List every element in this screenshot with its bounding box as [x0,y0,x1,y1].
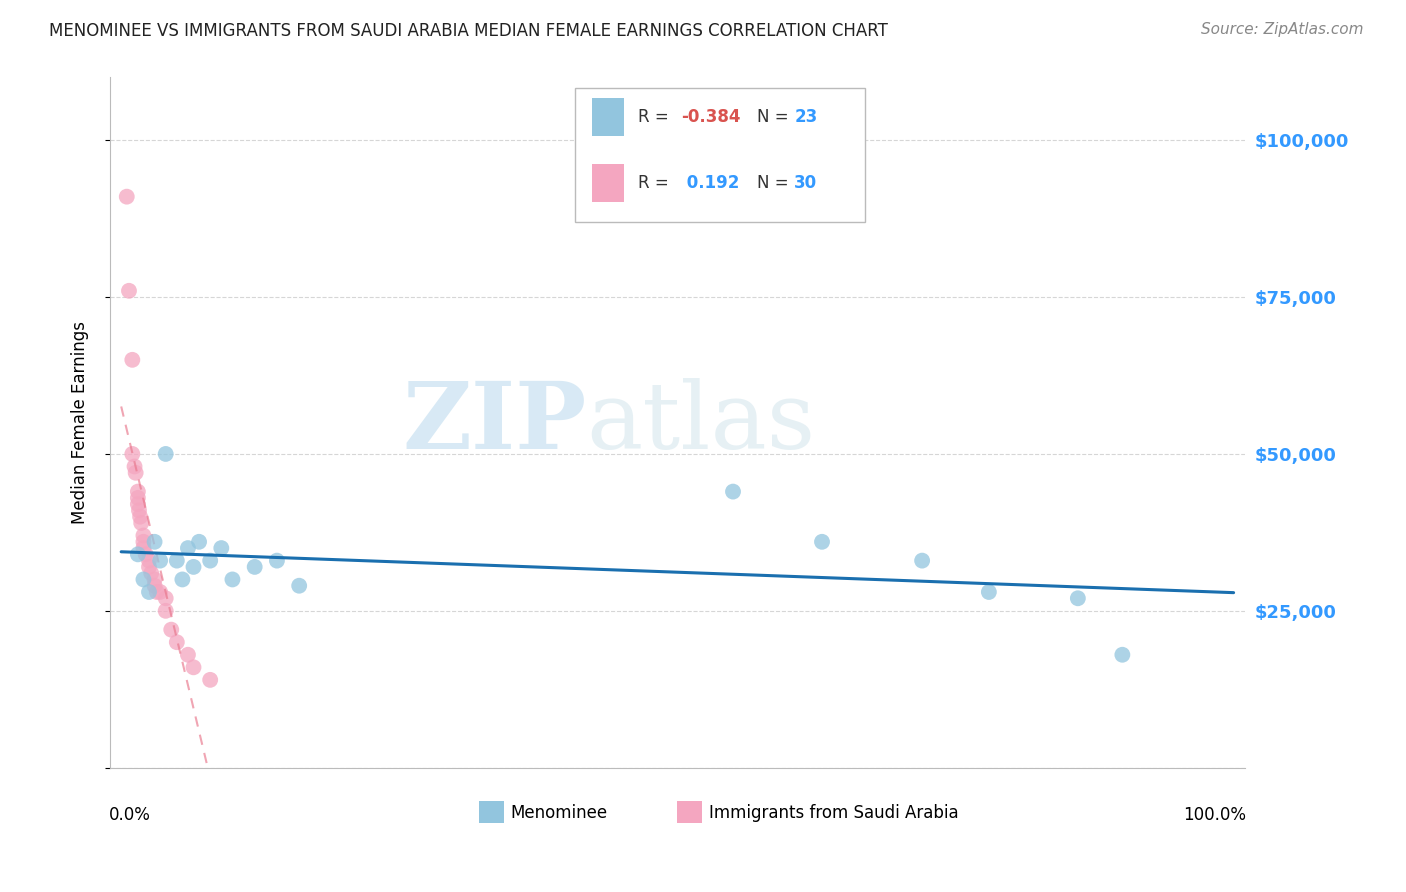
Point [115,189,138,203]
Point [155,447,177,461]
Text: 23: 23 [794,108,817,126]
FancyBboxPatch shape [592,164,624,202]
Point [121,352,143,367]
Text: Immigrants from Saudi Arabia: Immigrants from Saudi Arabia [709,804,959,822]
Point [172,573,194,587]
Point [198,673,221,687]
Point [160,623,183,637]
Point [121,447,143,461]
Text: 100.0%: 100.0% [1182,805,1246,823]
Point [124,459,146,474]
Point [129,516,152,530]
Text: 0.0%: 0.0% [108,805,150,823]
Text: N =: N = [756,108,794,126]
Point [143,573,166,587]
Point [132,541,155,555]
Point [177,541,200,555]
FancyBboxPatch shape [575,87,865,222]
Point [183,660,205,674]
Point [149,554,172,568]
FancyBboxPatch shape [592,98,624,136]
Point [138,554,160,568]
Point [198,554,221,568]
Text: 30: 30 [794,174,817,192]
Point [149,585,172,599]
Point [811,534,834,549]
Point [166,635,188,649]
Text: Menominee: Menominee [510,804,607,822]
Point [127,491,149,505]
Point [155,591,177,606]
FancyBboxPatch shape [479,801,503,823]
Point [977,585,1000,599]
Point [127,497,149,511]
Point [143,534,166,549]
Point [143,579,166,593]
Point [721,484,744,499]
Text: atlas: atlas [586,377,815,467]
Point [266,554,288,568]
Point [166,554,188,568]
Point [155,604,177,618]
Point [141,566,163,581]
Point [127,547,149,561]
Point [188,534,211,549]
Point [127,484,149,499]
Text: 0.192: 0.192 [681,174,740,192]
Point [288,579,311,593]
Text: MENOMINEE VS IMMIGRANTS FROM SAUDI ARABIA MEDIAN FEMALE EARNINGS CORRELATION CHA: MENOMINEE VS IMMIGRANTS FROM SAUDI ARABI… [49,22,889,40]
Point [221,573,243,587]
Point [132,528,155,542]
Point [177,648,200,662]
Point [138,585,160,599]
Point [118,284,141,298]
Point [128,503,150,517]
Text: Source: ZipAtlas.com: Source: ZipAtlas.com [1201,22,1364,37]
Point [129,509,152,524]
Point [138,560,160,574]
FancyBboxPatch shape [678,801,703,823]
Point [132,534,155,549]
Text: R =: R = [638,174,673,192]
Point [911,554,934,568]
Point [209,541,232,555]
Point [243,560,266,574]
Point [183,560,205,574]
Point [1067,591,1090,606]
Point [132,573,155,587]
Text: N =: N = [756,174,794,192]
Text: ZIP: ZIP [402,377,586,467]
Point [124,466,146,480]
Point [1111,648,1133,662]
Point [135,547,157,561]
Text: R =: R = [638,108,673,126]
Point [146,585,169,599]
Y-axis label: Median Female Earnings: Median Female Earnings [72,321,89,524]
Text: -0.384: -0.384 [681,108,741,126]
